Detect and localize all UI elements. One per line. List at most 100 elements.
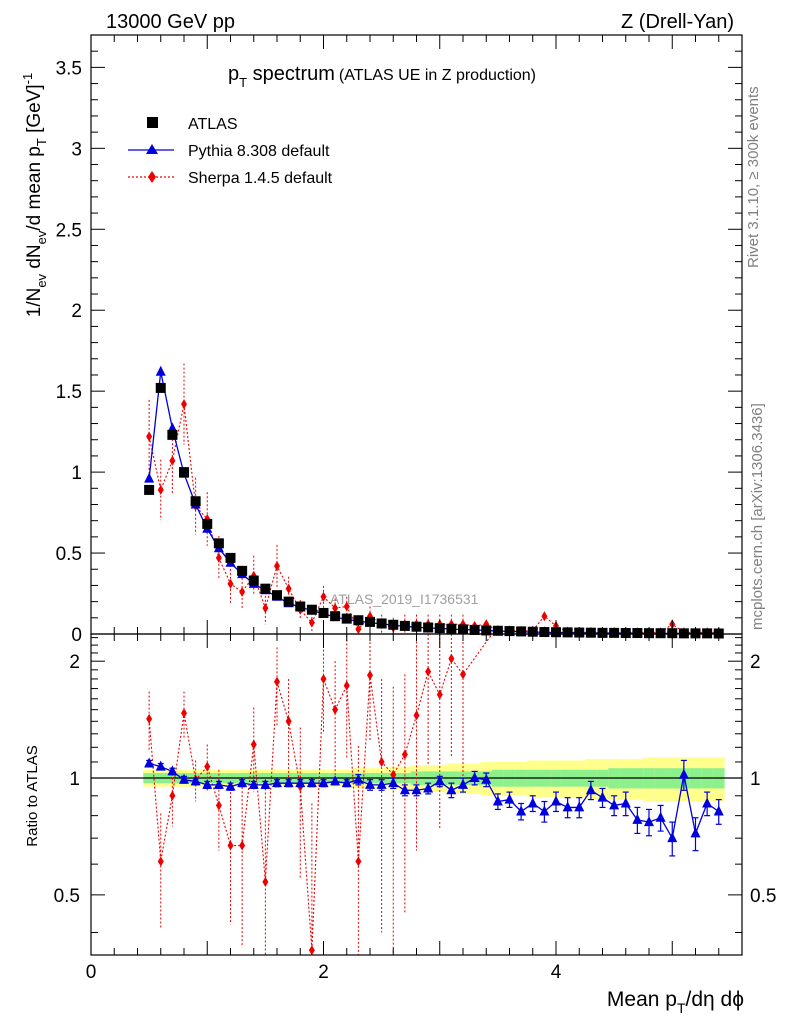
pythia-ratio-point [609,799,620,810]
pythia-ratio-point [597,791,608,802]
atlas-point [655,628,666,639]
atlas-point [202,518,213,529]
atlas-point [225,552,236,563]
sherpa-point [169,455,176,466]
sherpa-ratio-point [413,710,420,721]
main-y-tick-label: 1 [71,463,82,484]
atlas-point [632,628,643,639]
sherpa-ratio-point [274,676,280,687]
sherpa-point [146,431,153,442]
sherpa-ratio-point [355,856,362,867]
atlas-point [341,613,352,624]
sherpa-ratio-point [390,769,397,780]
main-ylabel: 1/Nev dNev/d mean pT [GeV]-1 [20,73,49,318]
header-right: Z (Drell-Yan) [621,11,734,33]
pythia-point [144,472,155,483]
pythia-ratio-point [190,775,201,786]
main-y-tick-label: 0.5 [56,544,82,565]
sherpa-ratio-point [401,749,408,760]
ratio-y-tick-label-right: 0.5 [750,886,776,907]
atlas-point [272,590,282,601]
pythia-ratio-point [446,784,457,795]
pythia-ratio-point [295,777,306,788]
main-y-tick-label: 3 [71,139,82,160]
pythia-ratio-point [202,778,213,789]
atlas-point [516,626,527,637]
atlas-point [155,382,166,393]
atlas-point [237,565,248,576]
atlas-point [167,429,178,440]
mcplots-label: mcplots.cern.ch [arXiv:1306.3436] [749,403,766,630]
atlas-point [190,496,201,507]
atlas-point [469,624,480,635]
x-tick-label: 4 [551,962,562,983]
sherpa-ratio-point [285,716,292,727]
main-y-tick-label: 3.5 [56,58,82,79]
sherpa-ratio-point [308,945,315,956]
ratio-panel: 0 2 4 0.5 0.5 1 1 2 2 [54,633,776,983]
sherpa-point [541,611,548,622]
pythia-ratio-point [469,772,480,783]
pythia-ratio-point [620,797,631,808]
ratio-ylabel: Ratio to ATLAS [24,745,41,846]
sherpa-ratio-line [148,633,493,951]
pythia-ratio-point [260,778,271,789]
atlas-point [388,619,399,630]
pythia-ratio-point [237,777,248,788]
pythia-ratio-point [632,813,643,824]
sherpa-ratio-point [181,708,187,719]
atlas-point [330,611,341,622]
main-y-tick-label: 2.5 [56,220,82,241]
x-tick-label: 0 [86,962,97,983]
atlas-point [213,538,224,549]
atlas-point [411,621,422,632]
pythia-ratio-point [155,760,166,771]
atlas-point [365,616,375,627]
pythia-ratio-point [481,773,492,784]
atlas-point [585,627,596,638]
sherpa-ratio-point [215,800,222,811]
pythia-ratio-point [423,782,434,793]
ratio-y-tick-label-left: 2 [69,652,80,673]
atlas-point [399,620,410,631]
pythia-ratio-point [306,777,317,788]
sherpa-point [215,552,222,563]
pythia-ratio-point [644,816,654,827]
sherpa-ratio-point [204,761,211,772]
pythia-ratio-point [248,778,259,789]
sherpa-ratio-point [169,790,176,801]
atlas-point [562,627,573,638]
pythia-ratio-point [527,797,538,808]
sherpa-ratio-point [448,653,455,664]
atlas-point [702,628,713,639]
atlas-point [318,607,329,618]
sherpa-point [343,601,350,612]
atlas-point [539,627,550,638]
sherpa-point [239,586,246,597]
main-y-tick-label: 0 [71,625,82,646]
sherpa-ratio-point [378,756,385,767]
pythia-ratio-point [667,832,678,843]
atlas-point [446,623,457,634]
sherpa-ratio-point [436,689,443,700]
sherpa-ratio-point [460,669,466,680]
x-tick-label: 2 [318,962,329,983]
pythia-ratio-point [144,757,155,768]
pythia-ratio-point [318,777,329,788]
legend-label-atlas: ATLAS [188,116,238,133]
pythia-ratio-point [458,778,468,789]
sherpa-ratio-point [425,666,432,677]
legend-marker-atlas [147,117,158,128]
sherpa-point [262,603,269,614]
sherpa-ratio-point [332,704,339,715]
rivet-label: Rivet 3.1.10, ≥ 300k events [745,86,762,268]
pythia-ratio-point [690,827,701,838]
analysis-watermark: ATLAS_2019_I1736531 [330,591,479,607]
sherpa-ratio-point [157,856,164,867]
main-y-tick-label: 1.5 [56,382,82,403]
sherpa-ratio-point [262,876,269,887]
sherpa-ratio-point [320,673,327,684]
atlas-point [144,484,155,495]
pythia-ratio-point [551,795,561,806]
atlas-point [295,601,306,612]
